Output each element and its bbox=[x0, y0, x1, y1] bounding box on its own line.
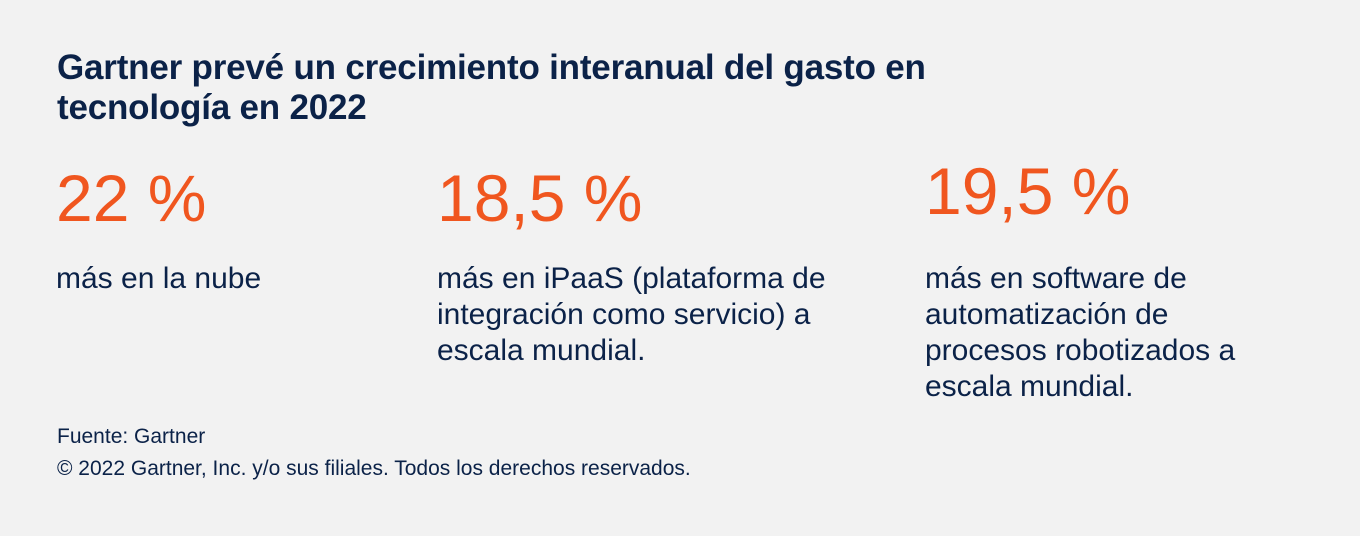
stat-value: 19,5 % bbox=[925, 154, 1131, 228]
stat-cloud: 22 % más en la nube bbox=[56, 161, 261, 295]
stat-rpa: 19,5 % más en software de automatización… bbox=[925, 154, 1235, 403]
stat-description: más en software de automatización de pro… bbox=[925, 262, 1236, 403]
stat-value: 22 % bbox=[56, 161, 207, 235]
copyright-note: © 2022 Gartner, Inc. y/o sus filiales. T… bbox=[57, 457, 691, 480]
stat-description: más en iPaaS (plataforma de integración … bbox=[437, 262, 826, 367]
stat-value: 18,5 % bbox=[437, 161, 643, 235]
footer: Fuente: Gartner © 2022 Gartner, Inc. y/o… bbox=[57, 421, 691, 485]
stat-ipaas: 18,5 % más en iPaaS (plataforma de integ… bbox=[437, 161, 826, 367]
infographic-title: Gartner prevé un crecimiento interanual … bbox=[57, 48, 926, 127]
source-note: Fuente: Gartner bbox=[57, 425, 206, 448]
stat-description: más en la nube bbox=[56, 262, 262, 295]
